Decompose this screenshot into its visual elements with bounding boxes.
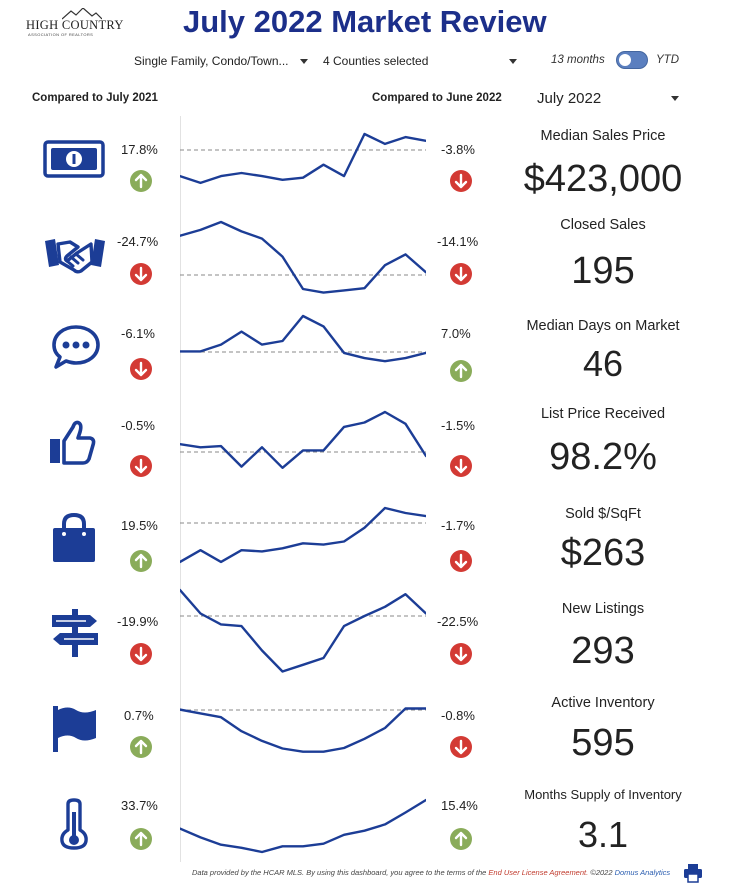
mom-change: -22.5% <box>437 614 479 629</box>
yoy-change: -6.1% <box>121 326 155 341</box>
sparkline <box>180 220 426 294</box>
compare-month-label: Compared to June 2022 <box>372 92 502 104</box>
yoy-change: 33.7% <box>121 798 158 813</box>
arrow-up-icon <box>130 170 152 192</box>
arrow-up-icon <box>130 736 152 758</box>
property-type-dropdown[interactable]: Single Family, Condo/Town... <box>134 54 308 68</box>
toggle-label-ytd: YTD <box>656 54 679 66</box>
property-type-value: Single Family, Condo/Town... <box>134 54 289 68</box>
yoy-change: 19.5% <box>121 518 158 533</box>
month-value: July 2022 <box>537 90 602 107</box>
trend-line <box>180 314 426 363</box>
sparkline <box>180 410 426 469</box>
arrow-down-icon <box>450 170 472 192</box>
trend-line <box>180 410 426 469</box>
flag-icon <box>53 706 96 752</box>
sparkline <box>180 132 426 185</box>
thermometer-icon <box>60 798 88 850</box>
arrow-up-icon <box>450 828 472 850</box>
arrow-up-icon <box>450 360 472 382</box>
metric-value: $263 <box>560 532 646 574</box>
compare-year-label: Compared to July 2021 <box>32 92 158 104</box>
chevron-down-icon <box>671 96 679 101</box>
toggle-label-13-months: 13 months <box>551 54 605 66</box>
trend-line <box>180 707 426 753</box>
yoy-change: 17.8% <box>121 142 158 157</box>
trend-line <box>180 132 426 185</box>
mom-change: -14.1% <box>437 234 479 249</box>
mom-change: -1.7% <box>441 518 475 533</box>
thumbs-up-icon <box>50 420 96 465</box>
sparkline <box>180 314 426 363</box>
sparkline <box>180 588 426 673</box>
domus-analytics-link[interactable]: Domus Analytics <box>614 868 671 877</box>
chat-bubble-icon <box>52 325 100 369</box>
page-title: July 2022 Market Review <box>183 4 547 39</box>
metric-label: Active Inventory <box>551 695 655 711</box>
arrow-down-icon <box>450 455 472 477</box>
trend-line <box>180 588 426 673</box>
footer-copyright: ©2022 <box>588 868 615 877</box>
mom-change: 15.4% <box>441 798 478 813</box>
period-toggle[interactable] <box>616 51 648 69</box>
arrow-up-icon <box>130 550 152 572</box>
mom-change: -3.8% <box>441 142 475 157</box>
metric-value: 595 <box>571 722 635 764</box>
metric-label: Months Supply of Inventory <box>524 787 682 802</box>
chevron-down-icon <box>299 59 308 65</box>
arrow-down-icon <box>130 455 152 477</box>
yoy-change: 0.7% <box>124 708 154 723</box>
footer-disclaimer: Data provided by the HCAR MLS. By using … <box>192 868 670 877</box>
metric-label: Closed Sales <box>560 217 646 233</box>
yoy-change: -19.9% <box>117 614 159 629</box>
metric-label: List Price Received <box>540 406 666 422</box>
metric-value: 46 <box>582 343 624 384</box>
logo-subtext: ASSOCIATION OF REALTORS <box>28 32 94 37</box>
counties-dropdown[interactable]: 4 Counties selected <box>323 54 517 68</box>
mountain-icon <box>62 8 102 20</box>
mom-change: 7.0% <box>441 326 471 341</box>
mom-change: -0.8% <box>441 708 475 723</box>
trend-line <box>180 506 426 564</box>
toggle-knob <box>619 54 631 66</box>
metric-value: 195 <box>571 250 635 292</box>
divider <box>180 116 181 862</box>
signpost-icon <box>52 609 98 657</box>
sparkline <box>180 506 426 564</box>
month-dropdown[interactable]: July 2022 <box>537 90 683 107</box>
metric-label: Median Days on Market <box>526 318 680 334</box>
yoy-change: -0.5% <box>121 418 155 433</box>
metric-label: Sold $/SqFt <box>565 506 641 522</box>
footer-text: Data provided by the HCAR MLS. By using … <box>192 868 489 877</box>
print-icon[interactable] <box>683 863 703 883</box>
sparkline <box>180 707 426 753</box>
arrow-down-icon <box>450 550 472 572</box>
arrow-down-icon <box>130 643 152 665</box>
sparkline <box>180 798 426 854</box>
metric-value: 293 <box>571 630 635 672</box>
arrow-down-icon <box>130 358 152 380</box>
yoy-change: -24.7% <box>117 234 159 249</box>
metric-label: Median Sales Price <box>540 128 666 144</box>
metric-value: 3.1 <box>577 814 629 855</box>
metric-value: $423,000 <box>523 158 683 200</box>
logo: HIGH COUNTRY ASSOCIATION OF REALTORS <box>26 8 126 44</box>
arrow-down-icon <box>450 263 472 285</box>
trend-line <box>180 798 426 854</box>
metric-value: 98.2% <box>549 436 657 478</box>
arrow-down-icon <box>450 643 472 665</box>
metric-label: New Listings <box>561 601 645 617</box>
handshake-icon <box>45 239 105 274</box>
arrow-up-icon <box>130 828 152 850</box>
chevron-down-icon <box>509 59 517 64</box>
arrow-down-icon <box>130 263 152 285</box>
shopping-bag-icon <box>53 512 95 562</box>
logo-text: HIGH COUNTRY <box>26 18 124 32</box>
trend-line <box>180 220 426 294</box>
arrow-down-icon <box>450 736 472 758</box>
mom-change: -1.5% <box>441 418 475 433</box>
money-icon <box>43 140 105 178</box>
eula-link[interactable]: End User License Agreement. <box>488 868 589 877</box>
counties-value: 4 Counties selected <box>323 54 429 68</box>
